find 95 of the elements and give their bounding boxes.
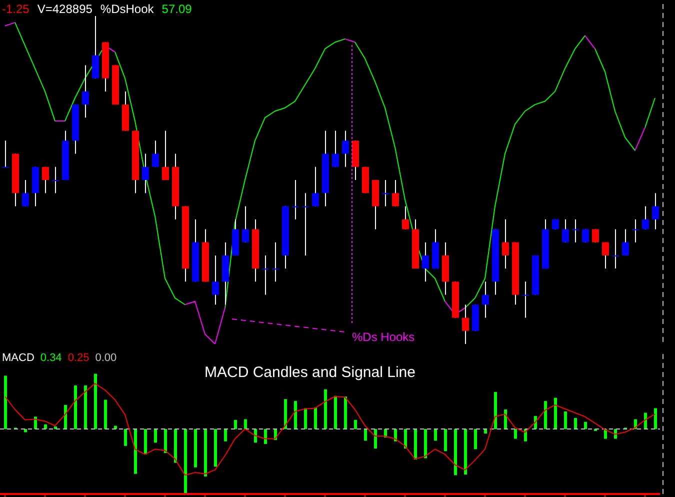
bar bbox=[554, 398, 557, 429]
bar bbox=[424, 429, 427, 458]
bar bbox=[124, 429, 127, 446]
candlestick bbox=[482, 281, 489, 318]
text: 0.34 bbox=[40, 352, 62, 364]
bar bbox=[374, 429, 377, 448]
bar bbox=[4, 376, 7, 429]
bar bbox=[364, 429, 367, 441]
candlestick bbox=[152, 140, 159, 168]
bar bbox=[434, 429, 437, 441]
bar bbox=[294, 401, 297, 429]
bar bbox=[584, 422, 587, 429]
bar bbox=[354, 420, 357, 429]
bar bbox=[284, 399, 287, 429]
bar bbox=[404, 429, 407, 448]
bar bbox=[244, 419, 247, 429]
bar bbox=[444, 429, 447, 452]
bar bbox=[314, 408, 317, 429]
candlestick bbox=[522, 281, 529, 318]
annotation: %Ds Hooks bbox=[352, 330, 415, 344]
candlestick bbox=[82, 64, 89, 118]
bar bbox=[544, 401, 547, 429]
candlestick bbox=[162, 130, 169, 180]
bar bbox=[164, 429, 167, 454]
bar bbox=[344, 396, 347, 429]
bar bbox=[24, 429, 27, 432]
candlestick bbox=[342, 130, 349, 168]
candlestick bbox=[592, 228, 599, 243]
bar bbox=[654, 408, 657, 429]
bar bbox=[94, 374, 97, 429]
bar bbox=[414, 429, 417, 460]
candlestick bbox=[652, 192, 659, 230]
candlestick bbox=[142, 153, 149, 194]
bar bbox=[264, 429, 267, 444]
bar bbox=[324, 389, 327, 429]
candlestick bbox=[302, 192, 309, 256]
bar bbox=[334, 396, 337, 429]
bar bbox=[84, 385, 87, 429]
bar bbox=[174, 429, 177, 463]
bar bbox=[194, 429, 197, 468]
candlestick bbox=[212, 254, 219, 306]
candlestick bbox=[582, 228, 589, 243]
bar bbox=[204, 429, 207, 476]
annotation: 57.09 bbox=[162, 2, 192, 16]
candlestick bbox=[262, 254, 269, 296]
candlestick bbox=[602, 242, 609, 270]
bar bbox=[224, 429, 227, 442]
candlestick bbox=[402, 206, 409, 230]
candlestick bbox=[562, 218, 569, 243]
bar bbox=[134, 429, 137, 474]
candlestick bbox=[622, 228, 629, 256]
candlestick bbox=[612, 228, 619, 270]
bar bbox=[454, 429, 457, 476]
candlestick bbox=[332, 130, 339, 168]
text: 0.00 bbox=[95, 352, 117, 364]
candlestick bbox=[382, 180, 389, 207]
bar bbox=[514, 429, 517, 439]
chart-title: %DsHook bbox=[100, 2, 154, 16]
candlestick bbox=[392, 180, 399, 207]
candlestick bbox=[422, 242, 429, 282]
bar bbox=[74, 385, 77, 429]
chart-title: MACD Candles and Signal Line bbox=[204, 364, 416, 381]
bar bbox=[234, 420, 237, 429]
candlestick bbox=[632, 218, 639, 243]
bar bbox=[564, 411, 567, 429]
candlestick bbox=[312, 166, 319, 207]
candlestick bbox=[462, 304, 469, 344]
text: MACD bbox=[2, 352, 34, 364]
candlestick bbox=[642, 206, 649, 230]
annotation: V=428895 bbox=[37, 2, 92, 16]
candlestick bbox=[52, 166, 59, 194]
bar bbox=[104, 400, 107, 429]
candlestick bbox=[22, 180, 29, 207]
candlestick bbox=[572, 218, 579, 243]
bar bbox=[44, 424, 47, 429]
bar bbox=[144, 429, 147, 454]
bar bbox=[64, 404, 67, 429]
candlestick bbox=[292, 180, 299, 220]
candlestick bbox=[242, 206, 249, 243]
bar bbox=[54, 426, 57, 429]
candlestick bbox=[502, 218, 509, 270]
bar bbox=[494, 392, 497, 429]
bar bbox=[464, 429, 467, 474]
candlestick bbox=[2, 140, 9, 168]
bar bbox=[474, 429, 477, 450]
annotation: -1.25 bbox=[2, 2, 30, 16]
candlestick bbox=[272, 242, 279, 282]
bar bbox=[184, 429, 187, 494]
text: 0.25 bbox=[68, 352, 90, 364]
bar bbox=[154, 429, 157, 443]
candlestick bbox=[92, 16, 99, 79]
bar bbox=[574, 418, 577, 429]
bar bbox=[304, 408, 307, 429]
candlestick bbox=[42, 166, 49, 194]
bar bbox=[214, 429, 217, 467]
